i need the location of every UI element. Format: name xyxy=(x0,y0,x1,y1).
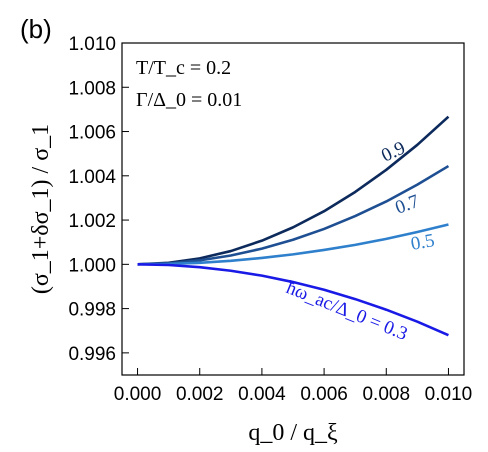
x-tick-label: 0.000 xyxy=(114,384,162,405)
y-tick-label: 0.996 xyxy=(68,344,116,365)
y-axis: 0.996 0.998 1.000 1.002 1.004 1.006 1.008 1.010 xyxy=(68,34,129,365)
series-line-0 xyxy=(137,115,450,266)
x-tick-label: 0.008 xyxy=(362,384,410,405)
annotation-damping: Γ/Δ_0 = 0.01 xyxy=(136,89,242,111)
x-tick-label: 0.010 xyxy=(425,384,473,405)
series-line-3 xyxy=(137,263,449,337)
curve-label-0.9: 0.9 xyxy=(378,137,408,166)
x-tick-label: 0.002 xyxy=(176,384,224,405)
curves xyxy=(137,115,450,337)
y-tick-label: 1.002 xyxy=(68,211,116,232)
plot-frame xyxy=(121,42,465,376)
series-line-1 xyxy=(137,164,450,266)
annotation-temperature: T/T_c = 0.2 xyxy=(136,57,231,79)
x-axis-title: q_0 / q_ξ xyxy=(248,420,338,446)
y-tick-label: 1.000 xyxy=(68,255,116,276)
curve-label-0.5: 0.5 xyxy=(409,230,436,255)
y-tick-label: 1.004 xyxy=(68,167,116,188)
x-tick-label: 0.006 xyxy=(300,384,348,405)
y-tick-label: 1.008 xyxy=(68,78,116,99)
series-line-2 xyxy=(137,223,449,266)
panel-label: (b) xyxy=(20,14,52,44)
y-tick-label: 1.006 xyxy=(68,123,116,144)
x-axis: 0.000 0.002 0.004 0.006 0.008 0.010 xyxy=(114,368,472,405)
x-tick-label: 0.004 xyxy=(238,384,286,405)
y-tick-label: 0.998 xyxy=(68,300,116,321)
y-tick-label: 1.010 xyxy=(68,34,116,55)
y-axis-title: (σ_1+δσ_1) / σ_1 xyxy=(28,124,54,294)
